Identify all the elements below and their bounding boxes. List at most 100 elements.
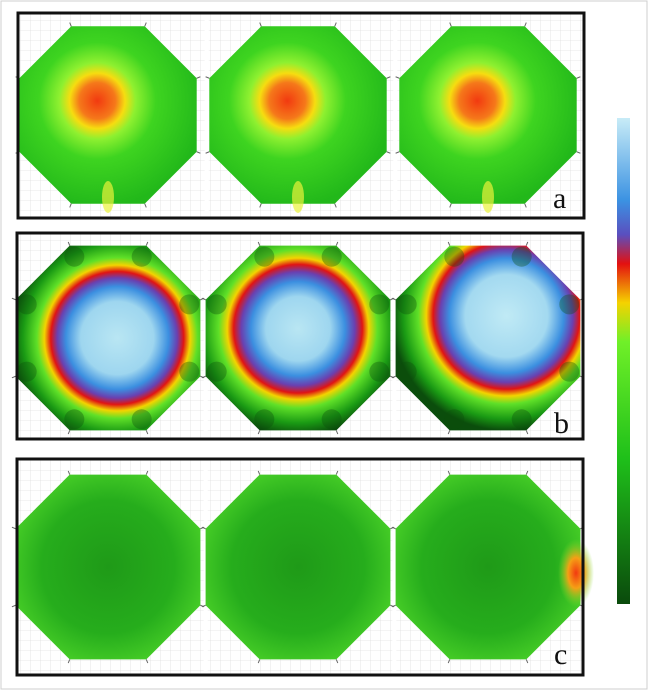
electrode-marker [196, 76, 201, 79]
edge-hotspot [558, 539, 594, 607]
electrode-marker [11, 604, 16, 608]
electrode-marker [525, 470, 529, 475]
electrode-marker [525, 659, 529, 664]
edge-accent [482, 181, 494, 213]
octagon-field [15, 245, 201, 431]
vertex-shade [444, 409, 465, 430]
contour-map-c-2 [201, 470, 395, 664]
vertex-shade [254, 409, 275, 430]
electrode-marker [257, 430, 261, 435]
electrode-marker [525, 241, 529, 246]
electrode-marker [257, 241, 261, 246]
electrode-marker [11, 526, 16, 530]
octagon-field [205, 245, 391, 431]
electrode-marker [335, 470, 339, 475]
electrode-marker [391, 526, 396, 530]
electrode-marker [335, 241, 339, 246]
electrode-marker [447, 659, 451, 664]
electrode-marker [447, 430, 451, 435]
electrode-marker [11, 297, 16, 301]
panel-c: c [11, 457, 594, 677]
panel-label: b [554, 407, 569, 440]
panel-border [15, 457, 585, 677]
vertex-shade [206, 361, 227, 382]
vertex-shade [16, 294, 37, 315]
electrode-marker [69, 203, 72, 208]
vertex-shade [396, 361, 417, 382]
vertex-shade [16, 361, 37, 382]
octagon-field [205, 474, 391, 660]
vertex-shade [254, 246, 275, 267]
octagon-field [399, 26, 577, 204]
electrode-marker [449, 203, 452, 208]
electrode-marker [259, 22, 262, 27]
electrode-marker [205, 151, 210, 154]
vertex-shade [64, 246, 85, 267]
electrode-marker [201, 375, 206, 379]
electrode-marker [525, 430, 529, 435]
electrode-marker [259, 203, 262, 208]
vertex-shade [321, 409, 342, 430]
vertex-shade [396, 294, 417, 315]
electrode-marker [447, 241, 451, 246]
electrode-marker [391, 297, 396, 301]
electrode-marker [395, 76, 400, 79]
octagon-field [15, 474, 201, 660]
panel-border [15, 231, 585, 441]
electrode-marker [391, 375, 396, 379]
electrode-marker [576, 151, 581, 154]
electrode-marker [391, 604, 396, 608]
colorbar [617, 118, 630, 604]
vertex-shade [369, 361, 390, 382]
electrode-marker [145, 430, 149, 435]
electrode-marker [67, 470, 71, 475]
contour-map-a-1 [15, 22, 201, 213]
octagon-field [209, 26, 387, 204]
octagon-field [395, 474, 581, 660]
contour-map-c-3 [391, 470, 594, 664]
octagon-field [395, 245, 581, 431]
electrode-marker [447, 470, 451, 475]
electrode-marker [145, 470, 149, 475]
electrode-marker [335, 430, 339, 435]
electrode-marker [196, 151, 201, 154]
electrode-marker [386, 76, 391, 79]
vertex-shade [321, 246, 342, 267]
panel-a: a [15, 11, 586, 220]
octagon-field [19, 26, 197, 204]
vertex-shade [559, 294, 580, 315]
vertex-shade [369, 294, 390, 315]
panel-label: a [553, 182, 566, 215]
edge-accent [292, 181, 304, 213]
electrode-marker [145, 241, 149, 246]
panel-border [16, 11, 586, 220]
electrode-marker [386, 151, 391, 154]
electrode-marker [69, 22, 72, 27]
electrode-marker [201, 297, 206, 301]
vertex-shade [179, 294, 200, 315]
contour-map-c-1 [11, 470, 205, 664]
vertex-shade [131, 246, 152, 267]
electrode-marker [576, 76, 581, 79]
electrode-marker [145, 659, 149, 664]
contour-map-a-3 [395, 22, 581, 213]
electrode-marker [335, 659, 339, 664]
electrode-marker [201, 604, 206, 608]
edge-accent [102, 181, 114, 213]
electrode-marker [334, 22, 337, 27]
electrode-marker [257, 470, 261, 475]
vertex-shade [131, 409, 152, 430]
panel-label: c [554, 638, 567, 671]
contour-map-b-3 [391, 241, 585, 435]
electrode-marker [205, 76, 210, 79]
electrode-marker [144, 203, 147, 208]
contour-map-b-1 [11, 241, 205, 435]
electrode-marker [67, 241, 71, 246]
vertex-shade [511, 409, 532, 430]
electrode-marker [449, 22, 452, 27]
vertex-shade [444, 246, 465, 267]
electrode-marker [257, 659, 261, 664]
electrode-marker [334, 203, 337, 208]
electrode-marker [67, 430, 71, 435]
